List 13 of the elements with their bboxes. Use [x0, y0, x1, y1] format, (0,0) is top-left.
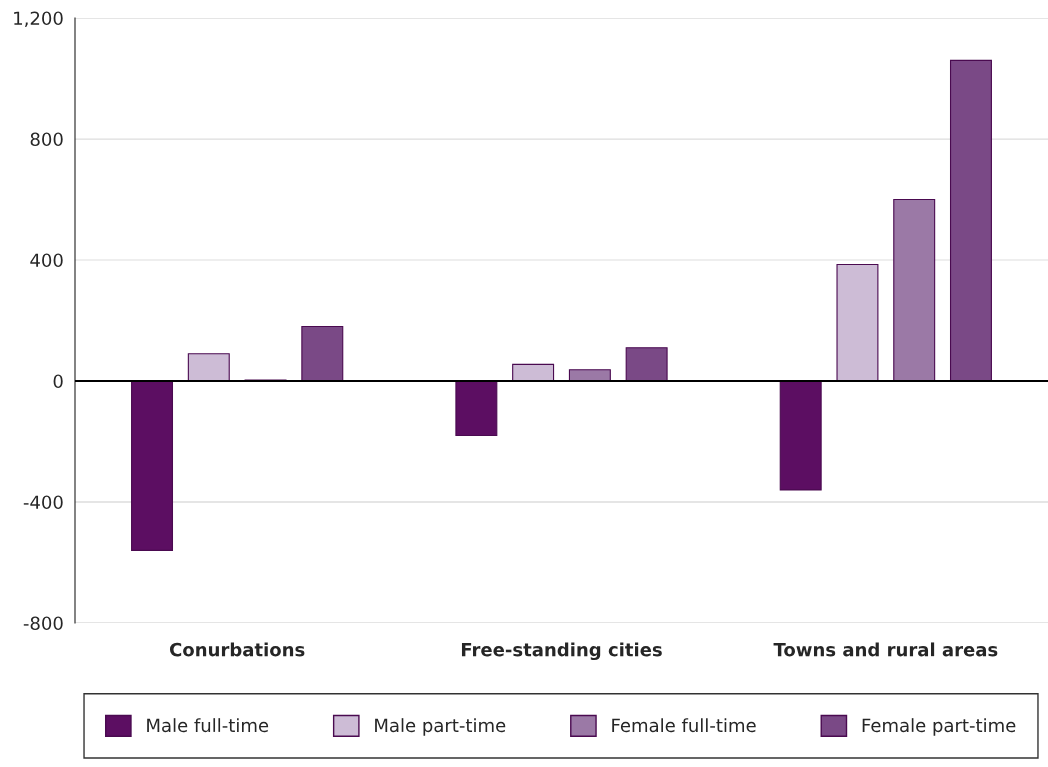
legend-label: Male part-time: [375, 718, 506, 736]
x-tick-label: Towns and rural areas: [773, 642, 998, 657]
legend-label: Male full-time: [147, 718, 269, 733]
y-tick-label: 1,200: [14, 11, 63, 27]
legend-label: Female part-time: [862, 718, 1016, 736]
x-tick-label: Conurbations: [169, 642, 305, 657]
y-tick-label: 400: [30, 253, 63, 268]
legend-label: Female full-time: [612, 718, 756, 733]
y-tick-label: 800: [30, 132, 63, 147]
x-tick-label: Free-standing cities: [461, 642, 662, 661]
y-tick-label: -400: [23, 495, 63, 510]
y-tick-label: 0: [53, 374, 63, 389]
y-tick-label: -800: [23, 616, 63, 631]
